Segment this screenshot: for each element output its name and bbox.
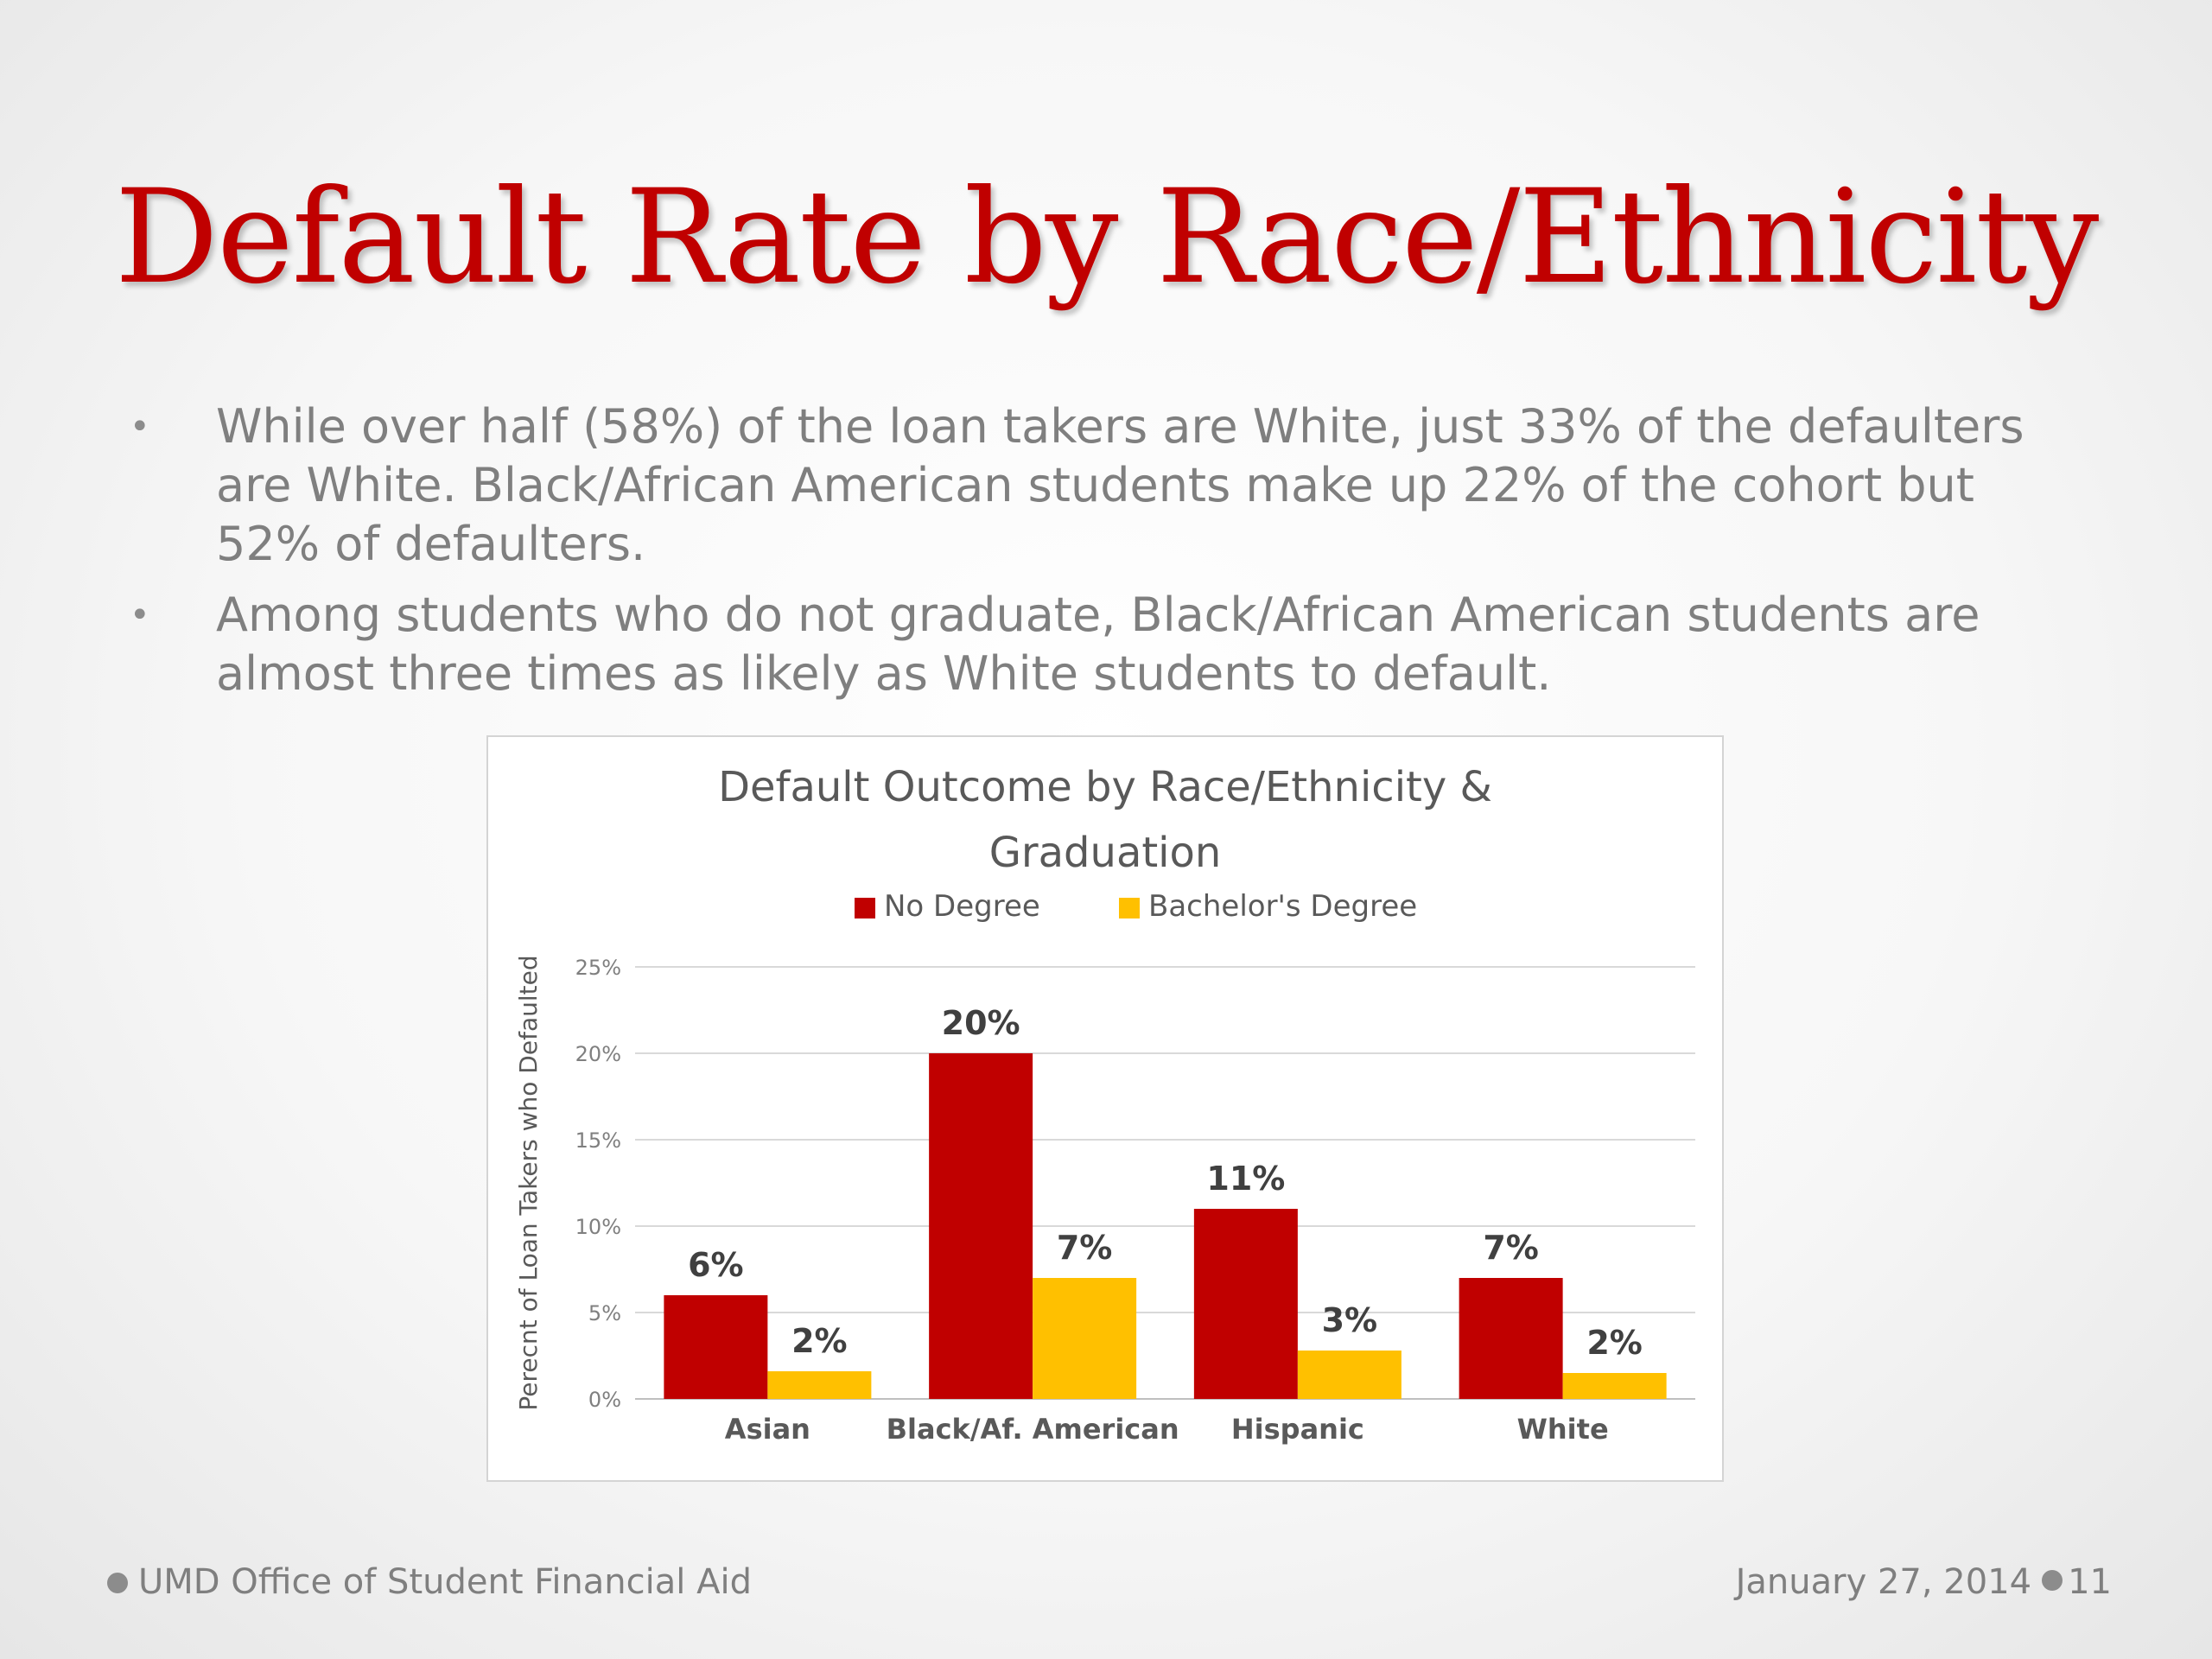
footer-dot-icon [107,1573,128,1593]
legend-label: No Degree [884,889,1040,924]
x-category-label: White [1517,1413,1609,1446]
y-tick-label: 20% [575,1042,621,1066]
bullet-text: While over half (58%) of the loan takers… [216,399,2024,571]
data-label: 7% [1483,1229,1539,1267]
bar-no-degree [929,1053,1033,1399]
chart-svg: Default Outcome by Race/Ethnicity & Gradu… [514,763,1695,1446]
bar-bachelors [1562,1373,1667,1399]
chart-title: Graduation [989,829,1222,877]
bar-no-degree [1193,1209,1298,1399]
bar-no-degree [1459,1278,1563,1399]
data-label: 20% [942,1004,1020,1042]
y-tick-label: 10% [575,1215,621,1239]
bar-bachelors [767,1371,872,1399]
bullet-dot-icon: • [130,595,150,635]
bar-bachelors [1033,1278,1137,1399]
footer-organization: UMD Office of Student Financial Aid [138,1562,752,1602]
y-tick-label: 0% [588,1388,621,1412]
footer-right: January 27, 2014 11 [1736,1562,2112,1602]
x-category-label: Asian [725,1413,810,1446]
y-tick-label: 15% [575,1128,621,1153]
y-tick-label: 25% [575,956,621,980]
y-axis-label: Perecnt of Loan Takers who Defaulted [514,955,543,1410]
legend-swatch-1 [1119,898,1140,918]
x-category-label: Hispanic [1231,1413,1364,1446]
legend-label: Bachelor's Degree [1148,889,1417,924]
data-label: 7% [1057,1229,1113,1267]
bullet-item: • While over half (58%) of the loan take… [130,397,2082,574]
bar-bachelors [1297,1351,1402,1399]
bullet-text: Among students who do not graduate, Blac… [216,588,1980,701]
page-number: 11 [2068,1562,2112,1602]
data-label: 2% [1586,1324,1643,1362]
footer-dot-icon [2042,1570,2063,1591]
footer-left: UMD Office of Student Financial Aid [107,1562,752,1602]
chart-title: Default Outcome by Race/Ethnicity & [718,763,1492,811]
slide-title: Default Rate by Race/Ethnicity [114,162,2100,313]
data-label: 11% [1206,1160,1285,1198]
footer-date: January 27, 2014 [1735,1562,2032,1602]
bar-no-degree [664,1295,768,1399]
y-tick-label: 5% [588,1301,621,1325]
bullet-list: • While over half (58%) of the loan take… [130,397,2082,715]
bullet-dot-icon: • [130,407,150,447]
legend-swatch-0 [855,898,875,918]
chart-frame: Default Outcome by Race/Ethnicity & Gradu… [486,735,1724,1482]
data-label: 2% [791,1322,848,1360]
data-label: 6% [688,1246,744,1284]
data-label: 3% [1322,1301,1378,1339]
bullet-item: • Among students who do not graduate, Bl… [130,586,2082,703]
x-category-label: Black/Af. American [887,1413,1179,1446]
